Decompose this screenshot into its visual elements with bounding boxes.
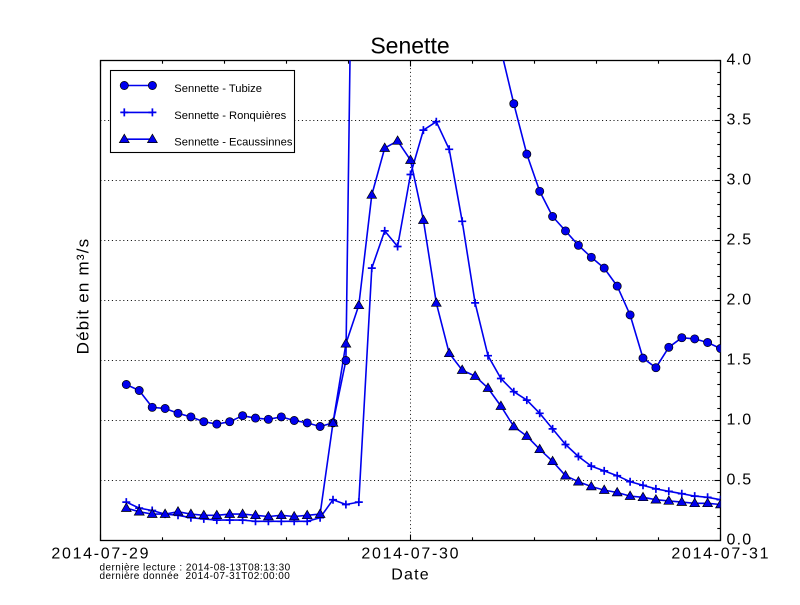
svg-text:2014-07-31: 2014-07-31 xyxy=(671,545,770,562)
svg-text:Sennette - Ronquières: Sennette - Ronquières xyxy=(174,110,286,122)
svg-text:1.5: 1.5 xyxy=(727,352,753,369)
svg-text:4.0: 4.0 xyxy=(727,52,753,69)
svg-text:3.5: 3.5 xyxy=(727,112,753,129)
svg-text:3.0: 3.0 xyxy=(727,172,753,189)
svg-text:Sennette - Ecaussinnes: Sennette - Ecaussinnes xyxy=(174,137,293,149)
svg-text:Débit en m³/s: Débit en m³/s xyxy=(74,238,93,355)
svg-text:Date: Date xyxy=(391,567,430,584)
svg-text:Senette: Senette xyxy=(370,33,449,59)
svg-text:2014-07-30: 2014-07-30 xyxy=(361,545,460,562)
svg-text:dernière lecture : 2014-08-13T: dernière lecture : 2014-08-13T08:13:30 xyxy=(100,562,291,573)
svg-text:0.0: 0.0 xyxy=(727,532,753,549)
svg-text:2.5: 2.5 xyxy=(727,232,753,249)
svg-text:Sennette - Tubize: Sennette - Tubize xyxy=(174,83,262,95)
svg-text:2.0: 2.0 xyxy=(727,292,753,309)
svg-text:2014-07-29: 2014-07-29 xyxy=(51,545,150,562)
svg-text:dernière donnée 2014-07-31T02: dernière donnée 2014-07-31T02:00:00 xyxy=(100,571,291,582)
svg-text:1.0: 1.0 xyxy=(727,412,753,429)
svg-text:0.5: 0.5 xyxy=(727,472,753,489)
